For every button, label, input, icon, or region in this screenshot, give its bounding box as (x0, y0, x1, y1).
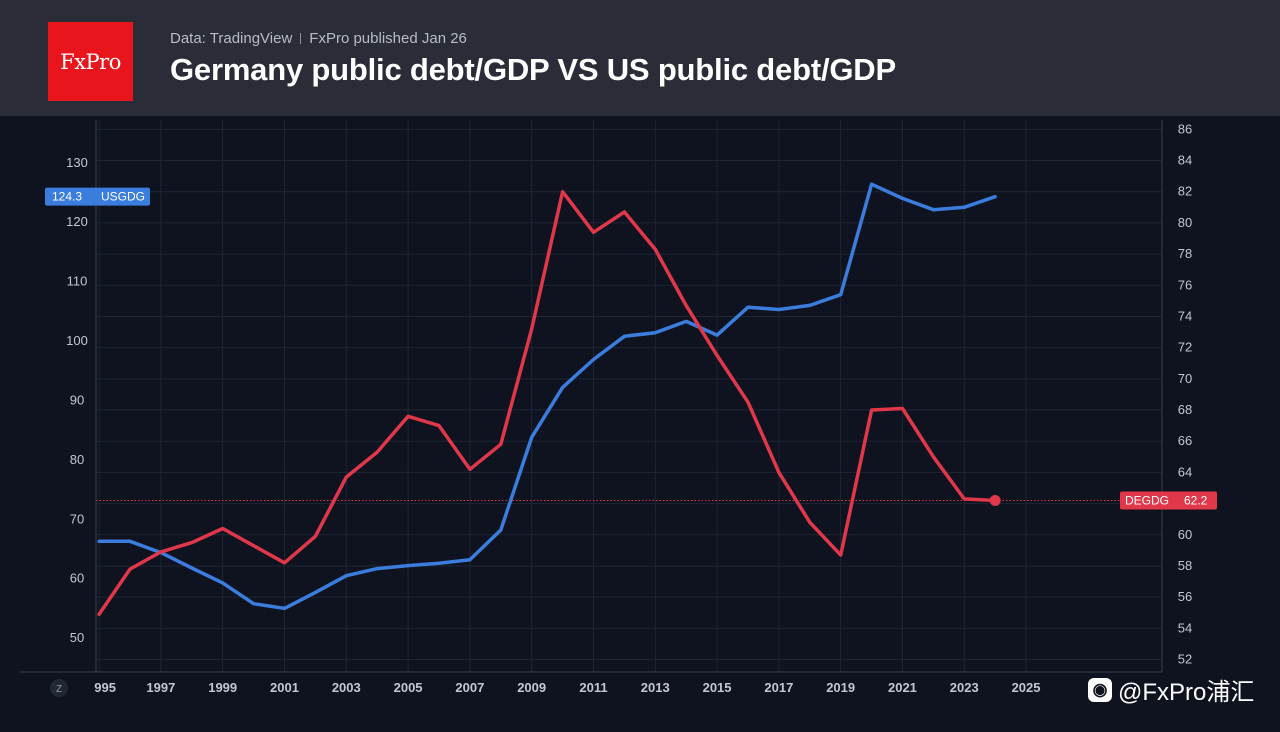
x-tick-label: 2001 (270, 680, 299, 695)
x-tick-label: 2015 (703, 680, 732, 695)
chart-grid (96, 120, 1162, 672)
right-tick-label: 80 (1178, 215, 1192, 230)
x-tick-label: 2013 (641, 680, 670, 695)
right-tick-label: 52 (1178, 652, 1192, 667)
published-info: FxPro published Jan 26 (309, 30, 467, 47)
x-tick-label: 2003 (332, 680, 361, 695)
axis-corner-label: Z (56, 684, 62, 695)
degdg-tag-name: DEGDG (1125, 493, 1169, 507)
right-tick-label: 82 (1178, 184, 1192, 199)
x-tick-label: 2017 (764, 680, 793, 695)
right-tick-label: 70 (1178, 371, 1192, 386)
x-tick-label: 1999 (208, 680, 237, 695)
right-tick-label: 78 (1178, 246, 1192, 261)
right-tick-label: 60 (1178, 527, 1192, 542)
x-tick-label: 2019 (826, 680, 855, 695)
series-line-degdg (97, 189, 997, 617)
degdg-tag-value: 62.2 (1184, 493, 1208, 507)
camera-icon: ◉ (1088, 677, 1112, 702)
right-tick-label: 64 (1178, 464, 1192, 479)
fxpro-logo: FxPro (48, 22, 133, 101)
series-group (97, 182, 1001, 617)
left-tick-label: 80 (70, 452, 84, 467)
x-tick-label: 2011 (579, 680, 607, 695)
usgdg-tag-bg (45, 187, 150, 206)
left-tick-label: 100 (66, 333, 88, 348)
degdg-end-marker (989, 494, 1001, 506)
axes-group: 5254565860626466687072747678808284865060… (20, 120, 1192, 697)
axis-corner-badge (50, 679, 68, 697)
left-tick-label: 110 (67, 274, 88, 289)
right-tick-label: 68 (1178, 402, 1192, 417)
debt-gdp-chart: 5254565860626466687072747678808284865060… (20, 120, 1217, 697)
data-source: Data: TradingView (170, 30, 293, 47)
x-tick-label: 1997 (146, 680, 175, 695)
x-tick-label: 2009 (517, 680, 546, 695)
x-tick-label: 2005 (394, 680, 423, 695)
right-tick-label: 72 (1178, 340, 1192, 355)
chart-meta: Data: TradingView FxPro published Jan 26 (170, 30, 467, 47)
right-tick-label: 86 (1178, 121, 1192, 136)
header-bar: FxPro Data: TradingView FxPro published … (0, 0, 1280, 116)
left-tick-label: 120 (66, 214, 88, 229)
right-tick-label: 54 (1178, 620, 1192, 635)
watermark-text: @FxPro浦汇 (1118, 679, 1255, 706)
right-tick-label: 58 (1178, 558, 1192, 573)
chart-title: Germany public debt/GDP VS US public deb… (170, 52, 896, 87)
x-tick-label: 2007 (455, 680, 484, 695)
x-tick-label: 2021 (888, 680, 917, 695)
right-tick-label: 76 (1178, 277, 1192, 292)
x-tick-label: 2025 (1012, 680, 1041, 695)
x-tick-label: 2023 (950, 680, 979, 695)
usgdg-tag-name: USGDG (101, 190, 145, 204)
right-tick-label: 66 (1178, 433, 1192, 448)
usgdg-tag-value: 124.3 (52, 190, 82, 204)
left-tick-label: 60 (70, 571, 84, 586)
right-tick-label: 74 (1178, 308, 1192, 323)
left-tick-label: 130 (66, 155, 88, 170)
x-tick-label: 995 (94, 680, 116, 695)
degdg-tag-bg (1120, 491, 1217, 510)
right-tick-label: 56 (1178, 589, 1192, 604)
left-tick-label: 50 (70, 630, 84, 645)
left-tick-label: 70 (70, 511, 84, 526)
meta-separator (300, 33, 302, 44)
right-tick-label: 84 (1178, 153, 1192, 168)
left-tick-label: 90 (70, 392, 84, 407)
series-labels: 124.3 USGDG DEGDG 62.2 (45, 187, 1217, 510)
series-line-usgdg (97, 182, 997, 611)
watermark: ◉ @FxPro浦汇 (1088, 672, 1254, 707)
